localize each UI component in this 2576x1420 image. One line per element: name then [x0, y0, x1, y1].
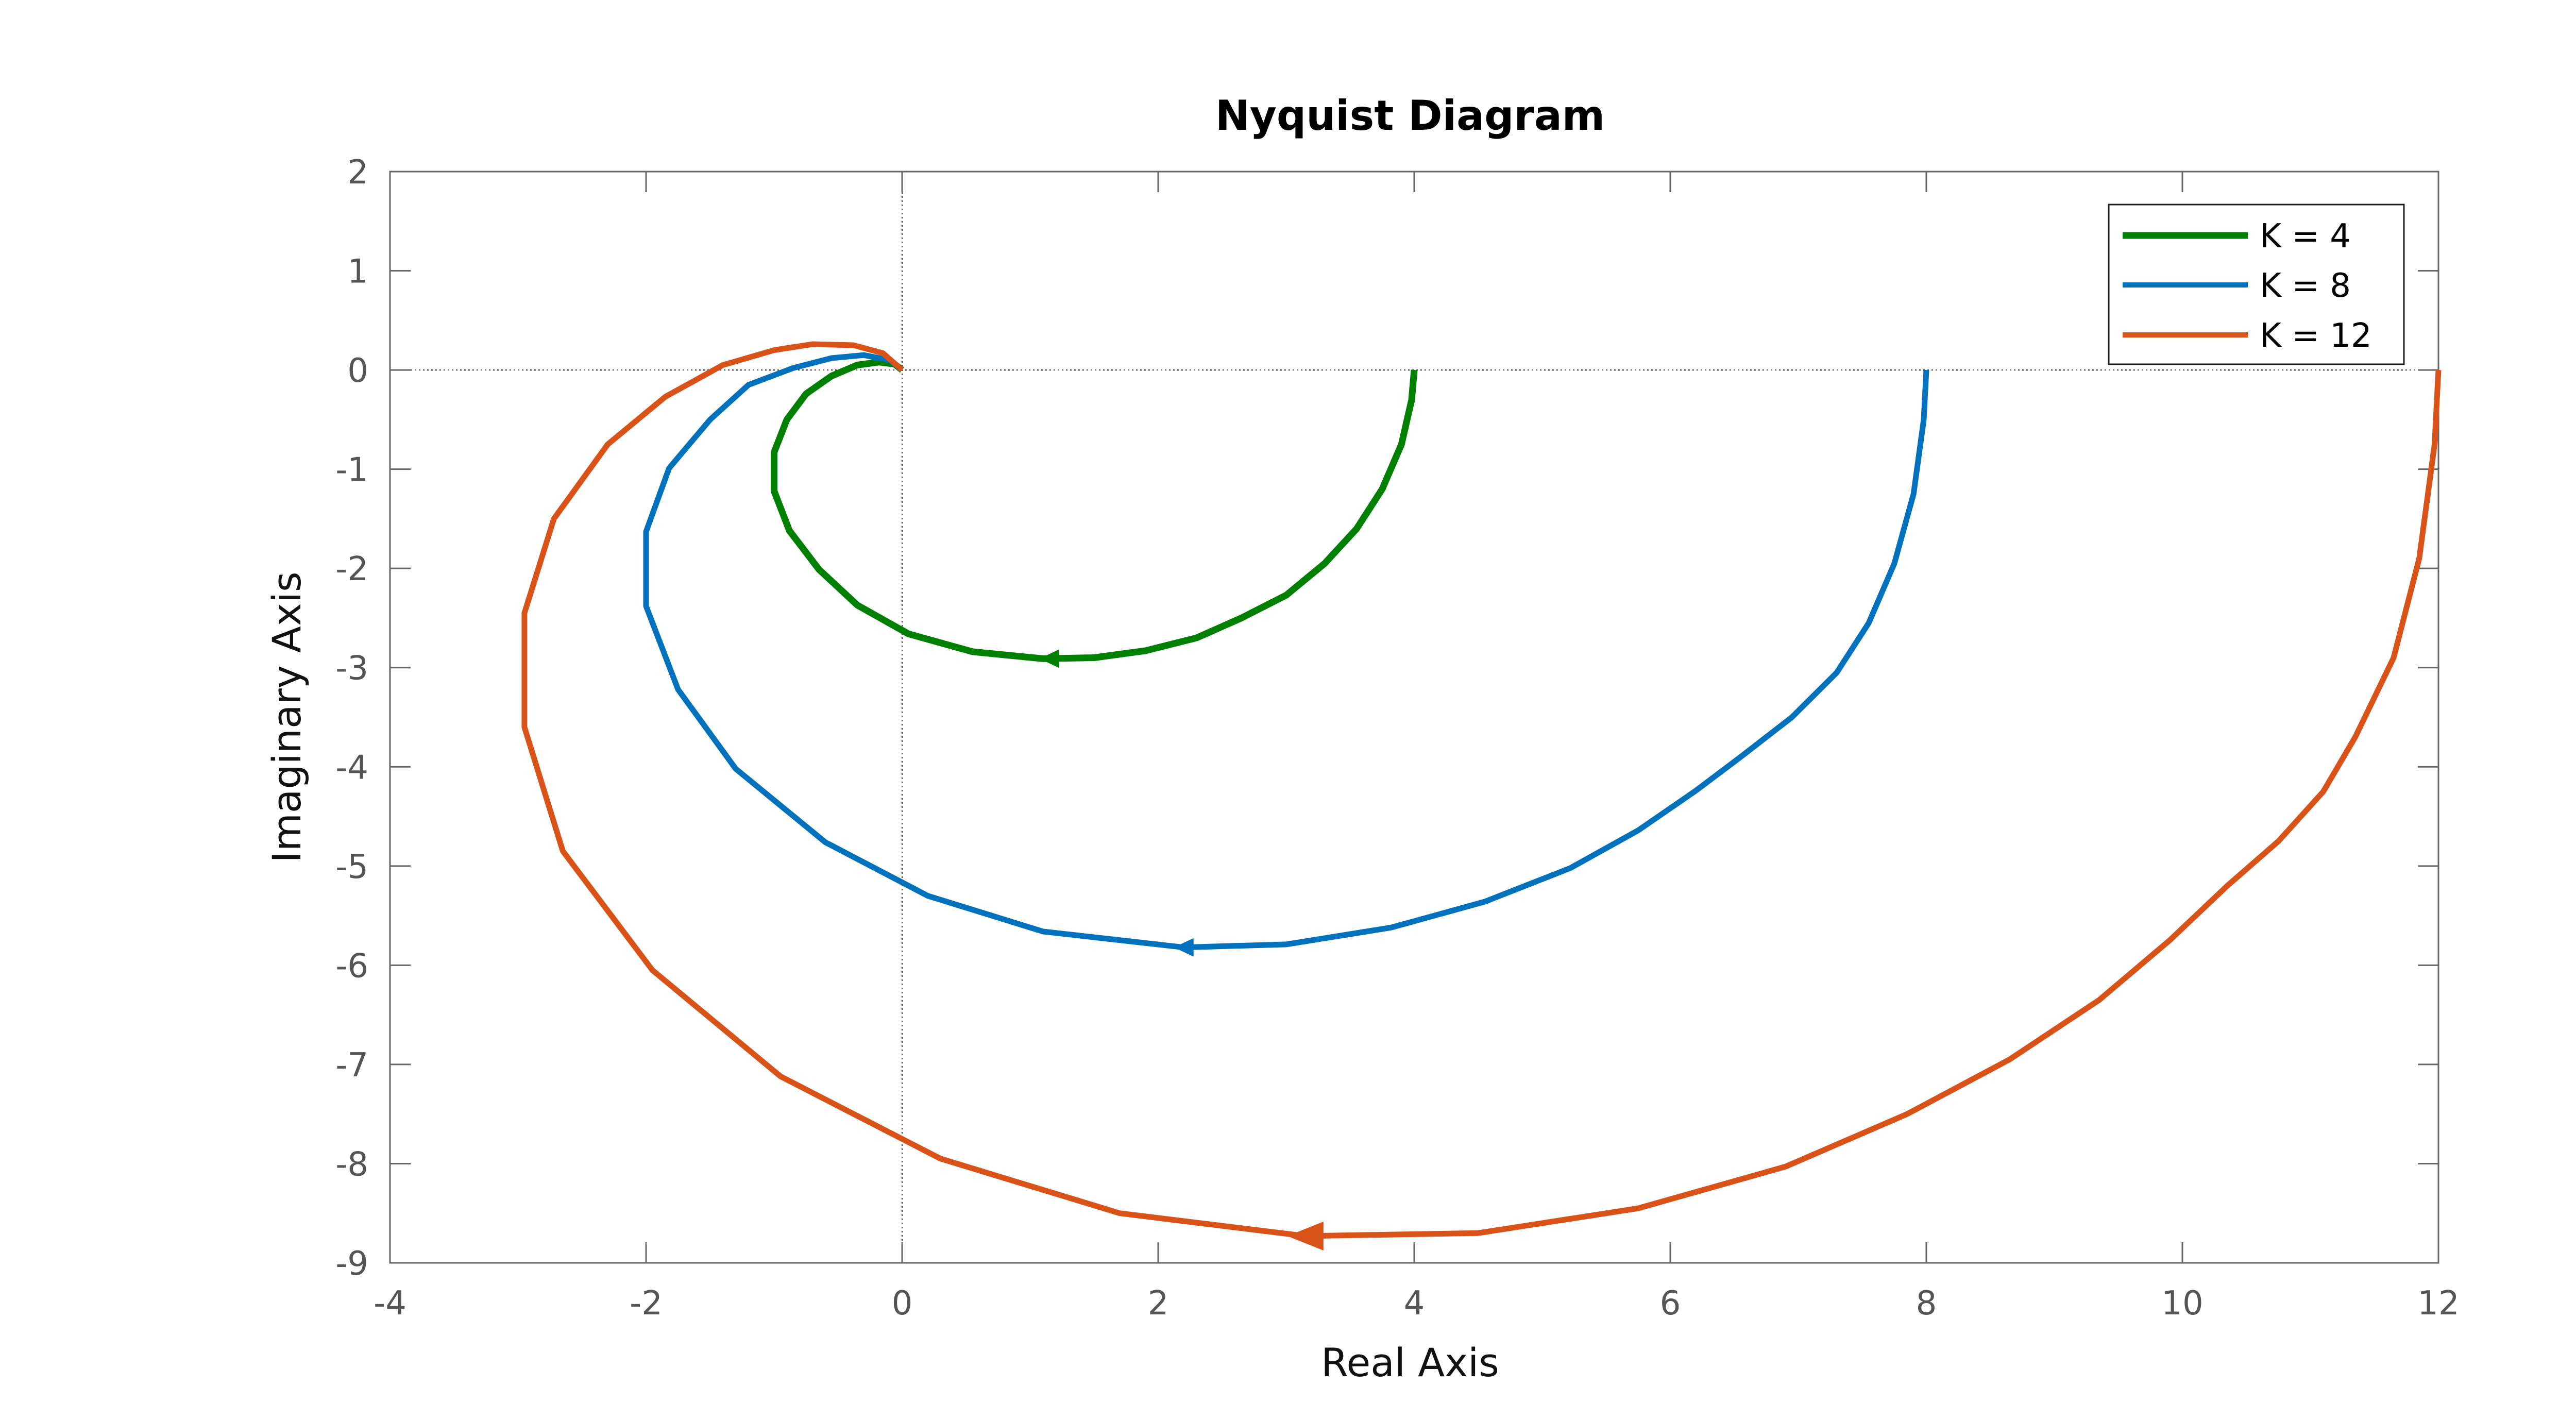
x-tick-label: -4: [374, 1284, 406, 1323]
x-tick-label: 10: [2161, 1284, 2203, 1323]
y-tick-label: -5: [335, 848, 368, 886]
x-tick-label: 0: [892, 1284, 913, 1323]
x-tick-label: 12: [2417, 1284, 2459, 1323]
direction-arrow-k4: [1039, 649, 1059, 668]
x-axis-label: Real Axis: [1321, 1340, 1499, 1385]
zero-reference-lines: [390, 172, 2438, 1263]
series-line-k4: [771, 359, 1418, 662]
chart-title: Nyquist Diagram: [1215, 92, 1605, 140]
y-tick-label: -3: [335, 650, 368, 688]
series-line-k8: [643, 352, 1929, 951]
direction-arrow-k12: [1287, 1222, 1324, 1251]
y-tick-label: 2: [347, 154, 368, 192]
y-tick-label: -2: [335, 550, 368, 588]
x-tick-label: -2: [630, 1284, 663, 1323]
y-tick-label: -8: [335, 1145, 368, 1184]
x-tick-label: 4: [1404, 1284, 1425, 1323]
y-tick-label: -1: [335, 451, 368, 489]
legend-label-k8: K = 8: [2260, 267, 2351, 305]
y-tick-label: -7: [335, 1046, 368, 1085]
x-tick-label: 2: [1148, 1284, 1169, 1323]
plot-area: [389, 171, 2439, 1264]
legend: K = 4 K = 8 K = 12: [2108, 204, 2405, 365]
y-tick-label: -9: [335, 1245, 368, 1283]
legend-label-k4: K = 4: [2260, 217, 2351, 256]
y-axis-ticks: 2 1 0 -1 -2 -3 -4 -5 -6 -7 -8 -9: [335, 154, 2438, 1283]
direction-arrow-k8: [1174, 938, 1194, 957]
y-tick-label: -6: [335, 947, 368, 985]
y-tick-label: -4: [335, 749, 368, 787]
series-line-k12: [521, 341, 2442, 1239]
x-axis-ticks: -4 -2 0 2 4 6 8 10 12: [374, 172, 2460, 1323]
y-axis-label: Imaginary Axis: [264, 571, 310, 863]
x-tick-label: 8: [1916, 1284, 1937, 1323]
y-tick-label: 1: [347, 253, 368, 291]
y-tick-label: 0: [347, 352, 368, 390]
legend-label-k12: K = 12: [2260, 317, 2372, 355]
series-layer: [521, 341, 2442, 1251]
x-tick-label: 6: [1660, 1284, 1681, 1323]
